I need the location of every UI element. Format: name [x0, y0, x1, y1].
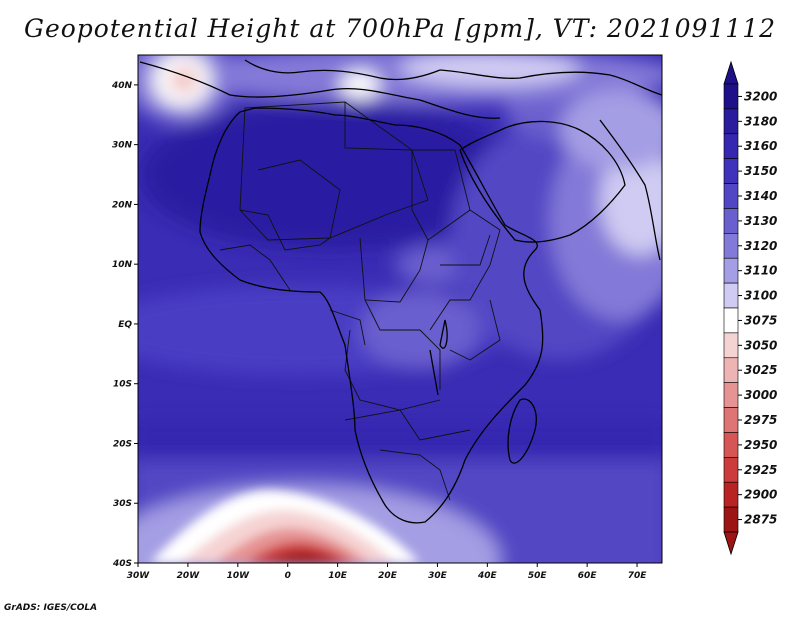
colorbar-label: 3140: [744, 189, 777, 203]
colorbar-swatch: [723, 332, 739, 359]
colorbar-label: 3160: [744, 139, 777, 153]
height-field: [138, 55, 662, 563]
lat-tick-label: 40S: [112, 559, 132, 569]
colorbar-label: 2925: [744, 463, 777, 477]
lon-tick-label: 20W: [177, 571, 201, 581]
colorbar-swatch: [723, 83, 739, 110]
coastlines: [139, 59, 662, 524]
colorbar-label: 3110: [744, 264, 777, 278]
grads-credit: GrADS: IGES/COLA: [4, 603, 98, 613]
lat-tick-label: 10S: [113, 380, 132, 390]
colorbar-label: 3200: [744, 89, 777, 103]
colorbar-swatch: [723, 407, 739, 433]
lon-tick-label: 10W: [227, 571, 251, 581]
colorbar-swatch: [723, 108, 739, 135]
colorbar-swatch: [723, 233, 739, 259]
colorbar-swatch: [723, 481, 739, 508]
colorbar-swatch: [723, 133, 739, 159]
colorbar-swatch: [723, 257, 739, 284]
colorbar-label: 2900: [744, 488, 777, 502]
colorbar-swatch: [723, 208, 739, 234]
colorbar-label: 3000: [744, 388, 777, 402]
map-title: Geopotential Height at 700hPa [gpm], VT:…: [23, 14, 777, 43]
lon-tick-label: 50E: [528, 571, 548, 581]
colorbar: 3200 3180 3160 3150 3140 3130 3120 3110 3100 3075…: [723, 60, 777, 556]
colorbar-label: 2875: [744, 513, 777, 527]
lon-tick-label: 20E: [378, 571, 398, 581]
colorbar-swatch: [723, 282, 739, 309]
lon-tick-label: 30E: [428, 571, 448, 581]
colorbar-max-arrow: [723, 60, 739, 85]
lon-tick-label: 10E: [328, 571, 348, 581]
colorbar-label: 3120: [744, 239, 777, 253]
colorbar-swatch: [723, 432, 739, 458]
lat-tick-label: 40N: [111, 81, 133, 91]
lon-tick-label: 0: [285, 571, 291, 581]
latitude-ticks: 40N 30N 20N 10N EQ 10S 20S 30S 40S: [111, 81, 138, 569]
lon-tick-label: 60E: [578, 571, 598, 581]
lat-tick-label: 30N: [112, 141, 133, 151]
colorbar-swatch: [723, 506, 739, 533]
colorbar-swatch: [723, 357, 739, 383]
map-frame: [137, 54, 663, 564]
lat-tick-label: 20N: [112, 200, 133, 210]
colorbar-min-arrow: [723, 531, 739, 556]
lat-tick-label: 30S: [113, 499, 132, 509]
colorbar-label: 3180: [744, 114, 777, 128]
colorbar-label: 3025: [744, 363, 777, 377]
colorbar-label: 3150: [744, 164, 777, 178]
colorbar-label: 3130: [744, 214, 777, 228]
lat-tick-label: 20S: [113, 439, 132, 449]
lat-tick-label: 10N: [112, 260, 133, 270]
colorbar-label: 2975: [744, 413, 777, 427]
colorbar-swatch: [723, 307, 739, 334]
country-borders: [219, 101, 501, 501]
colorbar-swatch: [723, 158, 739, 184]
colorbar-swatch: [723, 457, 739, 483]
colorbar-label: 3100: [744, 289, 777, 303]
lon-tick-label: 70E: [628, 571, 648, 581]
lon-tick-label: 40E: [477, 571, 498, 581]
longitude-ticks: 30W 20W 10W 0 10E 20E 30E 40E 50E 60E 70E: [127, 563, 647, 581]
lon-tick-label: 30W: [127, 571, 151, 581]
colorbar-swatch: [723, 183, 739, 209]
colorbar-label: 3050: [744, 338, 777, 352]
colorbar-swatch: [723, 382, 739, 408]
colorbar-label: 3075: [744, 313, 777, 327]
lat-tick-label: EQ: [118, 320, 132, 330]
colorbar-label: 2950: [744, 438, 777, 452]
